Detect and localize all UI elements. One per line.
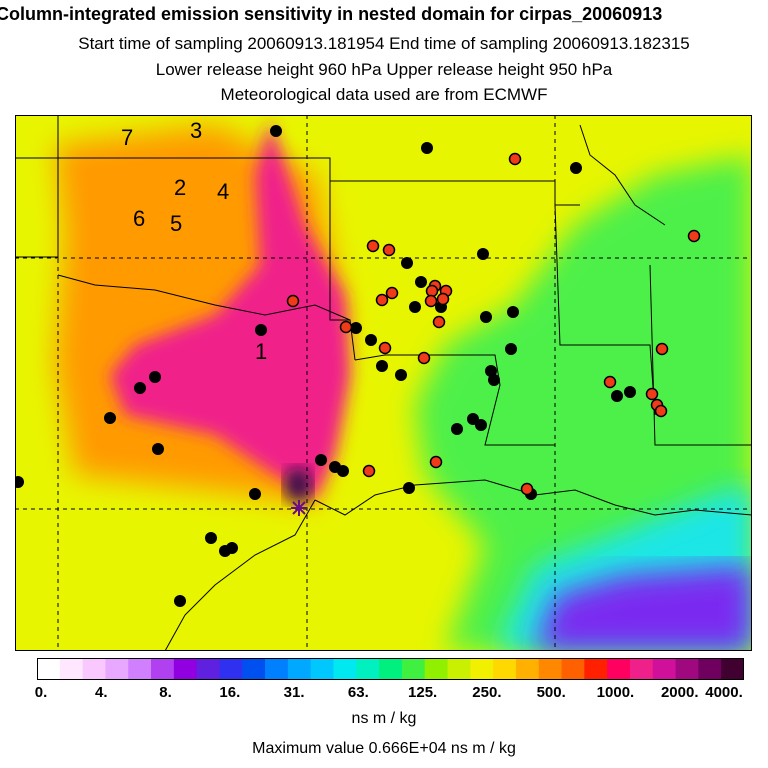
color-swatch (379, 658, 403, 680)
colorbar-tick-label: 2000. (660, 684, 699, 701)
color-swatch (470, 658, 494, 680)
color-swatch (310, 658, 334, 680)
cluster-label-7: 7 (121, 125, 133, 150)
color-swatch (242, 658, 266, 680)
colorbar-tick-label: 31. (283, 684, 305, 701)
magenta-region (110, 120, 350, 500)
color-swatch (82, 658, 106, 680)
color-swatch (196, 658, 220, 680)
colorbar-tick-label: 63. (347, 684, 369, 701)
color-swatch (287, 658, 312, 680)
color-swatch (698, 658, 722, 680)
cluster-label-1: 1 (255, 339, 267, 364)
colorbar-tick-label: 4. (95, 684, 108, 701)
color-swatch (59, 658, 84, 680)
violet-region (535, 565, 752, 651)
colorbar-tick-label: 8. (159, 684, 172, 701)
color-swatch (447, 658, 471, 680)
color-swatch (151, 658, 175, 680)
map-frame (15, 115, 752, 651)
color-swatch (721, 658, 744, 680)
color-swatch (584, 658, 608, 680)
release-point-marker (291, 500, 307, 516)
color-swatch (675, 658, 699, 680)
colorbar-tick-label: 1000. (596, 684, 635, 701)
cluster-label-2: 2 (174, 175, 186, 200)
color-swatch (105, 658, 129, 680)
color-scale-bar (37, 658, 744, 680)
plot-title: Column-integrated emission sensitivity i… (0, 4, 663, 24)
graticule (15, 115, 752, 651)
colorbar-tick-label: 16. (219, 684, 241, 701)
colorbar-tick-label: 250. (472, 684, 502, 701)
color-swatch (356, 658, 380, 680)
colorbar-tick-label: 500. (536, 684, 566, 701)
maximum-value-note: Maximum value 0.666E+04 ns m / kg (252, 740, 516, 757)
cluster-label-4: 4 (217, 179, 229, 204)
colorbar-frame (37, 658, 744, 680)
colorbar-tick-label: 125. (408, 684, 438, 701)
maximum-spot (284, 467, 312, 503)
color-swatch (333, 658, 357, 680)
cluster-label-5: 5 (170, 211, 182, 236)
color-swatch (607, 658, 631, 680)
color-swatch (493, 658, 517, 680)
cluster-label-3: 3 (190, 118, 202, 143)
colorbar-tick-label: 4000. (705, 684, 743, 701)
color-swatch (424, 658, 449, 680)
black-stations (15, 125, 636, 607)
color-swatch (629, 658, 654, 680)
color-swatch (401, 658, 426, 680)
color-swatch (515, 658, 540, 680)
color-swatch (219, 658, 243, 680)
cluster-label-6: 6 (133, 206, 145, 231)
meteo-source: Meteorological data used are from ECMWF (220, 85, 548, 104)
color-swatch (538, 658, 563, 680)
color-swatch (652, 658, 677, 680)
release-heights: Lower release height 960 hPa Upper relea… (155, 60, 613, 79)
color-swatch (265, 658, 289, 680)
sampling-times: Start time of sampling 20060913.181954 E… (78, 34, 690, 53)
color-swatch (561, 658, 585, 680)
color-swatch (128, 658, 152, 680)
red-stations (286, 152, 701, 496)
colorbar-tick-label: 0. (34, 684, 48, 701)
boundaries (15, 115, 752, 651)
color-swatch (37, 658, 61, 680)
color-scale-unit: ns m / kg (351, 710, 417, 727)
color-swatch (173, 658, 198, 680)
sensitivity-map: 7 3 2 4 6 5 1 (15, 115, 752, 651)
